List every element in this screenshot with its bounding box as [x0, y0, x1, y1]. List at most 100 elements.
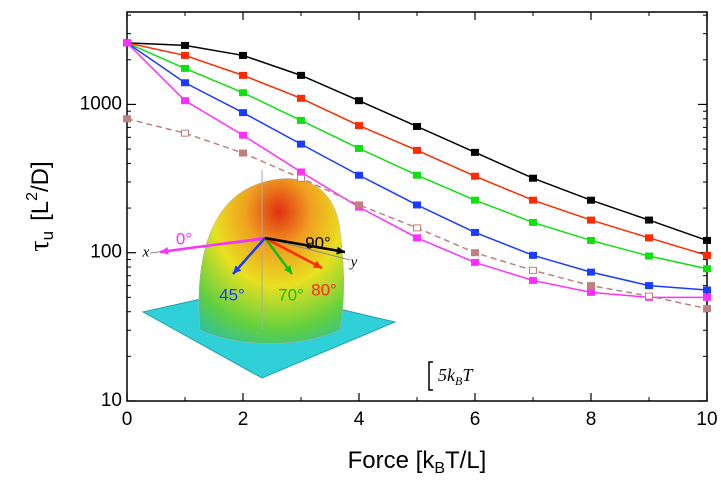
data-point [297, 71, 305, 79]
data-point [239, 89, 247, 97]
arrow-head [233, 265, 242, 274]
data-point [587, 216, 595, 224]
data-point [297, 94, 305, 102]
data-point [587, 236, 595, 244]
data-point [529, 174, 537, 182]
angle-label: 0° [176, 229, 192, 248]
data-point [181, 79, 189, 87]
data-point [297, 168, 305, 176]
data-point [529, 196, 537, 204]
data-point [181, 41, 189, 49]
y-axis-title-text: [L [27, 201, 54, 221]
angle-arrow [159, 236, 266, 254]
data-point [703, 286, 711, 294]
data-point [587, 288, 595, 296]
data-point [529, 276, 537, 284]
scale-bar-tail: T [462, 365, 474, 385]
data-point [587, 282, 595, 290]
data-point [239, 71, 247, 79]
data-point [471, 172, 479, 180]
x-tick-label: 10 [696, 409, 717, 430]
x-axis-title-sub: B [434, 460, 445, 477]
y-tick-label: 100 [90, 242, 122, 263]
x-tick-label: 8 [586, 409, 597, 430]
data-point [355, 122, 363, 130]
data-point [239, 51, 247, 59]
data-point [181, 64, 189, 72]
y-axis-title-symbol: τ [24, 240, 55, 251]
data-point [123, 39, 131, 47]
data-point [587, 268, 595, 276]
data-point [239, 149, 247, 157]
x-tick-label: 2 [238, 409, 249, 430]
data-point [703, 251, 711, 259]
data-point [413, 171, 421, 179]
arrow-head [160, 247, 169, 255]
data-point [239, 109, 247, 117]
arrow-head [284, 265, 292, 274]
data-point [297, 116, 305, 124]
series-line [126, 42, 708, 242]
data-point [645, 216, 653, 224]
data-point [529, 218, 537, 226]
data-point [587, 196, 595, 204]
y-tick-label: 1000 [80, 93, 122, 114]
angle-arrow [264, 236, 323, 270]
data-point [703, 265, 711, 273]
x-axis-title: Force [kBT/L] [348, 447, 487, 477]
data-point [355, 97, 363, 105]
data-point [645, 234, 653, 242]
x-axis-title-text: Force [k [348, 447, 436, 474]
data-point [181, 97, 189, 105]
arrow-head [313, 260, 322, 268]
angle-arrow [264, 236, 346, 254]
data-point [529, 266, 537, 274]
data-point [181, 51, 189, 59]
scale-bar-label: 5kBT [438, 365, 474, 388]
inset-axis-label: y [349, 254, 358, 270]
data-point [703, 236, 711, 244]
angle-label: 45° [219, 285, 245, 304]
data-point [413, 224, 421, 232]
data-point [355, 171, 363, 179]
x-tick-label: 6 [470, 409, 481, 430]
inset-surface: 0° 45° 70° 80° 90° x y [141, 170, 397, 379]
arrow-head [336, 246, 345, 255]
data-point [529, 251, 537, 259]
data-point [355, 144, 363, 152]
data-point [471, 228, 479, 236]
data-point [239, 131, 247, 139]
y-axis-title-sup: 2 [24, 192, 41, 201]
data-point [181, 129, 189, 137]
data-point [703, 305, 711, 313]
angle-label: 80° [311, 280, 337, 299]
data-point [413, 201, 421, 209]
scale-bar [428, 361, 433, 391]
data-point [703, 293, 711, 301]
data-point [297, 174, 305, 182]
scale-bar-sub: B [455, 374, 463, 388]
data-point [471, 258, 479, 266]
x-tick-label: 4 [354, 409, 365, 430]
y-axis-title-sub: u [38, 231, 57, 240]
data-point [413, 234, 421, 242]
data-point [413, 122, 421, 130]
angle-label: 70° [278, 285, 304, 304]
data-point [645, 282, 653, 290]
inset-axis-label: x [142, 244, 150, 260]
scale-bar-text: 5k [438, 365, 456, 385]
data-point [471, 249, 479, 257]
data-point [123, 115, 131, 123]
data-point [355, 201, 363, 209]
y-axis-title-tail: /D] [27, 161, 54, 192]
inset-dome [198, 178, 344, 344]
data-point [645, 252, 653, 260]
data-point [645, 292, 653, 300]
data-point [471, 196, 479, 204]
y-tick-label: 10 [101, 390, 122, 411]
data-point [413, 146, 421, 154]
data-point [297, 140, 305, 148]
y-axis-title: τu [L2/D] [24, 161, 57, 251]
